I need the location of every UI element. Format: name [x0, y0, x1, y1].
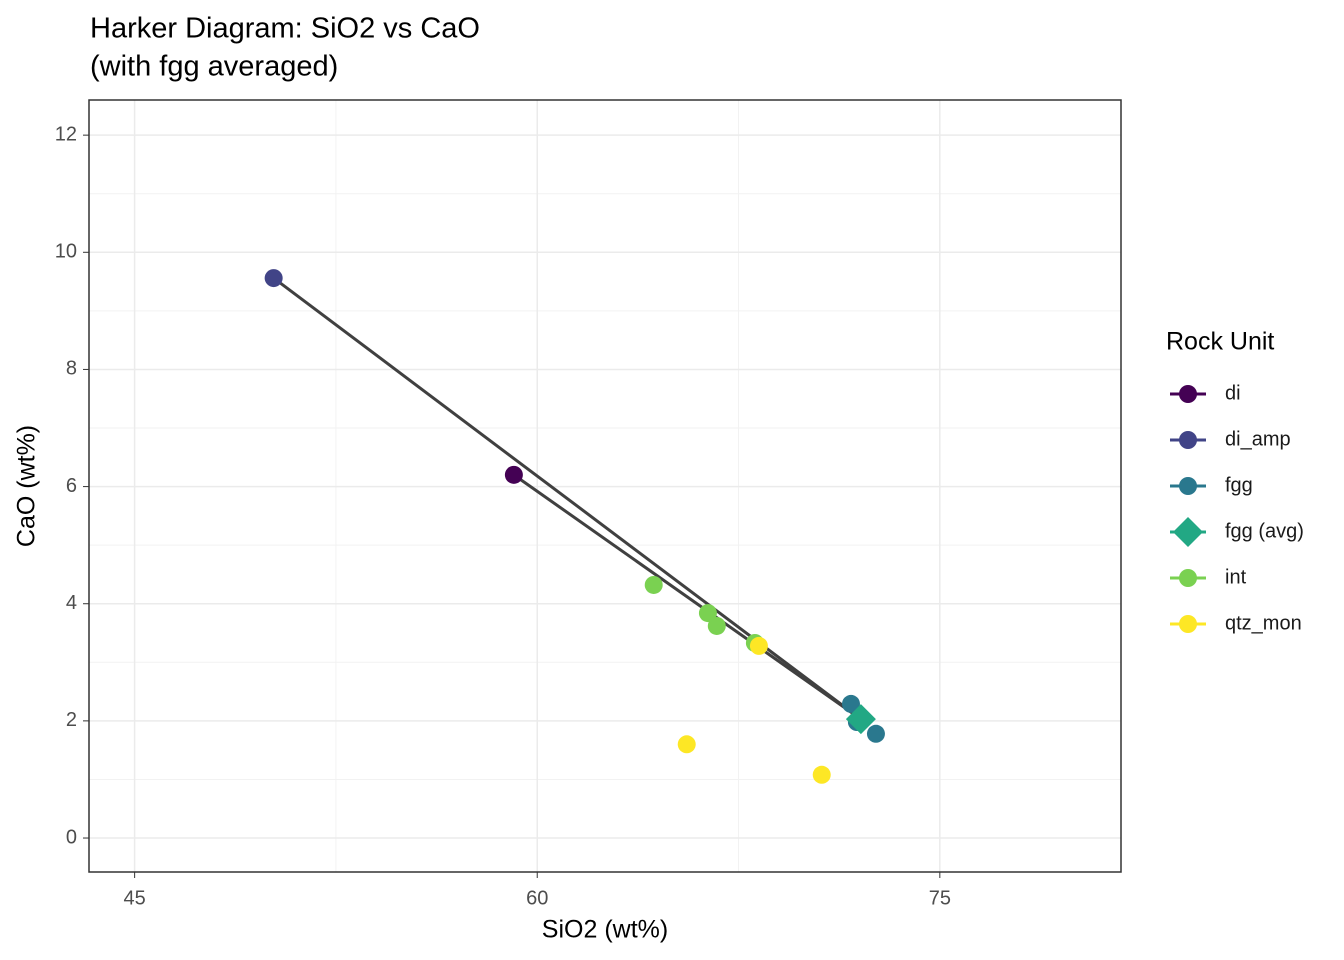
legend-label: fgg — [1225, 474, 1253, 496]
point — [698, 604, 717, 623]
y-tick-label: 10 — [55, 241, 77, 263]
y-tick-label: 2 — [66, 709, 77, 731]
chart-title: Harker Diagram: SiO2 vs CaO — [90, 13, 480, 45]
point — [504, 465, 523, 484]
legend-key-point — [1179, 477, 1197, 495]
legend-label: di_amp — [1225, 428, 1291, 450]
legend-key-point — [1179, 615, 1197, 633]
y-tick-label: 6 — [66, 475, 77, 497]
legend-label: qtz_mon — [1225, 612, 1302, 634]
x-tick-label: 75 — [929, 887, 951, 909]
legend-title: Rock Unit — [1166, 328, 1274, 356]
y-tick-label: 0 — [66, 826, 77, 848]
point — [707, 616, 726, 635]
point — [812, 765, 831, 784]
legend-key-point — [1179, 385, 1197, 403]
point — [644, 575, 663, 594]
point — [845, 704, 876, 735]
point — [677, 735, 696, 754]
y-tick-label: 12 — [55, 123, 77, 145]
x-tick-label: 45 — [124, 887, 146, 909]
y-axis-label: CaO (wt%) — [13, 425, 41, 547]
trend-line — [513, 473, 862, 721]
legend-key-point — [1179, 569, 1197, 587]
point — [749, 636, 768, 655]
legend-label: di — [1225, 382, 1241, 404]
point — [264, 269, 283, 288]
chart-subtitle: (with fgg averaged) — [90, 51, 338, 83]
legend-key-point — [1173, 517, 1203, 547]
point — [841, 694, 860, 713]
point — [866, 724, 885, 743]
legend-key-point — [1179, 431, 1197, 449]
plot-border — [88, 99, 1122, 873]
x-axis-label: SiO2 (wt%) — [542, 916, 668, 944]
y-tick-label: 8 — [66, 358, 77, 380]
y-tick-label: 4 — [66, 592, 77, 614]
legend-label: fgg (avg) — [1225, 520, 1304, 542]
legend-label: int — [1225, 566, 1247, 588]
x-tick-label: 60 — [526, 887, 548, 909]
